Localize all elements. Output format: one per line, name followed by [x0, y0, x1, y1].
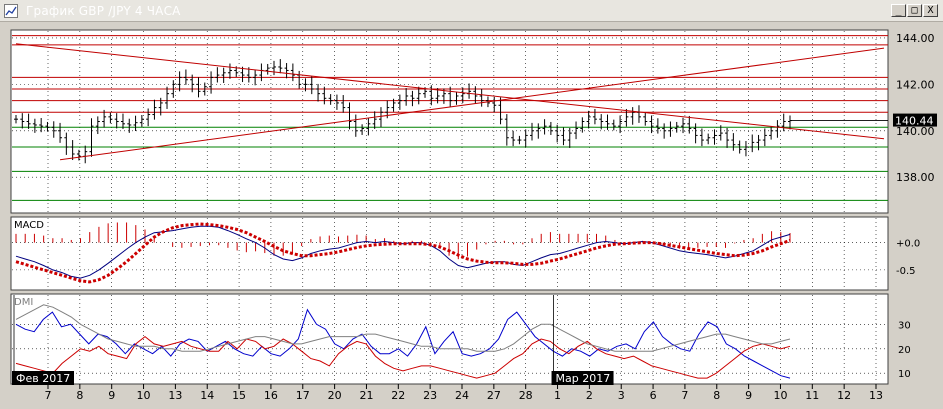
dmi-axis-tick-label: 10: [898, 369, 911, 380]
price-axis-tick-label: 138.00: [896, 171, 935, 184]
minimize-button[interactable]: _: [891, 4, 906, 17]
axis-layer: 138.00 140.00 142.00 144.00 +0.0 -0.5 30 20 10 7 8…: [12, 32, 935, 402]
x-axis-tick-label: 10: [137, 389, 151, 402]
x-axis-tick-label: 13: [869, 389, 883, 402]
month-label-badge: [12, 371, 74, 385]
trendline: [59, 47, 885, 161]
window-titlebar: График GBP /JPY 4 ЧАСА _ □ X: [0, 0, 943, 22]
x-axis-tick-label: 17: [296, 389, 310, 402]
dmi-axis-tick-label: 30: [898, 320, 911, 331]
dmi-adx-line: [15, 304, 791, 352]
x-axis-tick-label: 10: [773, 389, 787, 402]
x-axis-tick-label: 7: [45, 389, 52, 402]
x-axis-tick-label: 6: [650, 389, 657, 402]
x-axis-tick-label: 28: [519, 389, 533, 402]
macd-layer: [12, 218, 888, 289]
macd-title: MACD: [14, 220, 44, 231]
x-axis-tick-label: 11: [805, 389, 819, 402]
x-axis-tick-label: 3: [618, 389, 625, 402]
macd-axis-tick-label: -0.5: [896, 266, 916, 277]
macd-axis-tick-label: +0.0: [896, 239, 920, 250]
x-axis-tick-label: 21: [359, 389, 373, 402]
x-axis-tick-label: 1: [554, 389, 561, 402]
month-label: Мар 2017: [556, 372, 611, 385]
x-axis-tick-label: 9: [745, 389, 752, 402]
dmi-minus-di-line: [15, 335, 791, 379]
chart-app-icon: [4, 4, 18, 18]
price-axis-tick-label: 144.00: [896, 32, 935, 45]
x-axis-tick-label: 23: [423, 389, 437, 402]
maximize-button[interactable]: □: [907, 4, 922, 17]
x-axis-tick-label: 8: [76, 389, 83, 402]
x-axis-tick-label: 20: [328, 389, 342, 402]
dmi-panel: [10, 293, 889, 385]
trendline: [15, 43, 885, 140]
x-axis-tick-label: 7: [681, 389, 688, 402]
price-layer: 140.44: [12, 31, 937, 212]
x-axis-tick-label: 16: [264, 389, 278, 402]
dmi-title: DMI: [14, 297, 33, 308]
x-axis-tick-label: 8: [713, 389, 720, 402]
price-axis-tick-label: 142.00: [896, 78, 935, 91]
price-panel: [10, 29, 889, 214]
x-axis-tick-label: 24: [455, 389, 469, 402]
x-axis-tick-label: 9: [108, 389, 115, 402]
dmi-axis-tick-label: 20: [898, 345, 911, 356]
x-axis-tick-label: 12: [837, 389, 851, 402]
x-axis-tick-label: 15: [232, 389, 246, 402]
close-button[interactable]: X: [923, 4, 938, 17]
price-axis-tick-label: 140.00: [896, 125, 935, 138]
x-axis-tick-label: 22: [391, 389, 405, 402]
x-axis-tick-label: 27: [487, 389, 501, 402]
month-label: Фев 2017: [16, 372, 70, 385]
x-axis-tick-label: 14: [200, 389, 214, 402]
dmi-plus-di-line: [15, 308, 791, 379]
last-price-badge: [893, 113, 937, 127]
x-axis-tick-label: 2: [586, 389, 593, 402]
month-label-badge: [551, 371, 614, 385]
dmi-layer: [12, 295, 888, 383]
window-title: График GBP /JPY 4 ЧАСА: [26, 4, 181, 18]
x-axis-tick-label: 13: [168, 389, 182, 402]
macd-series-line: [15, 225, 791, 279]
last-price-label: 140.44: [895, 115, 934, 128]
